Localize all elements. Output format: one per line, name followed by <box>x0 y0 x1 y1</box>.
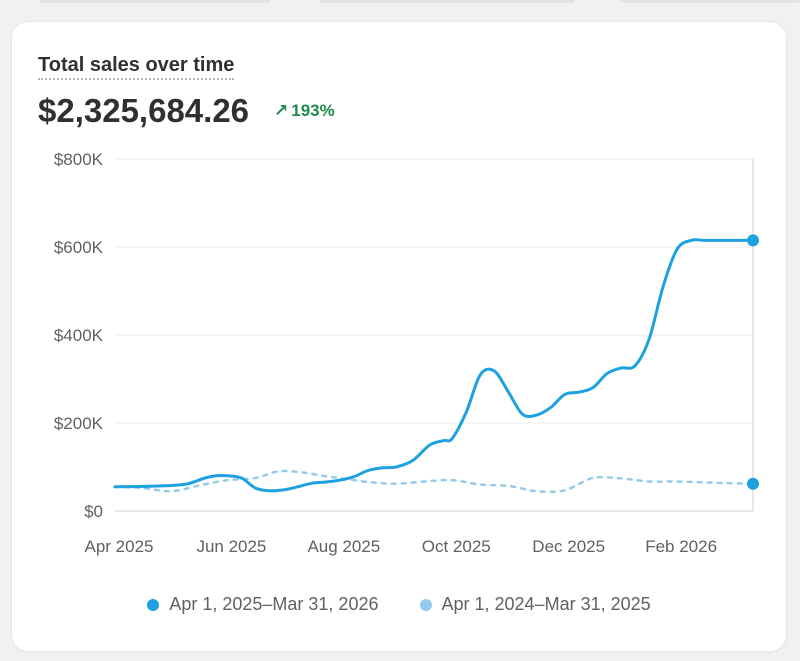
legend-dot-previous <box>419 599 432 611</box>
legend-label-current: Apr 1, 2025–Mar 31, 2026 <box>169 594 379 614</box>
sales-card: Total sales over time $2,325,684.26 ↗ 193… <box>12 22 786 651</box>
y-tick-label: $600K <box>54 238 104 257</box>
legend-label-previous: Apr 1, 2024–Mar 31, 2025 <box>441 594 651 614</box>
y-tick-label: $200K <box>54 414 104 433</box>
top-strip-left <box>40 0 270 3</box>
change-percentage-value: 193% <box>291 101 335 120</box>
chart-legend: Apr 1, 2025–Mar 31, 2026 Apr 1, 2024–Mar… <box>12 594 786 615</box>
x-tick-label: Aug 2025 <box>307 537 380 556</box>
x-tick-label: Jun 2025 <box>196 537 266 556</box>
x-tick-label: Apr 2025 <box>85 537 154 556</box>
endpoint-marker-current[interactable] <box>747 234 759 247</box>
y-tick-label: $400K <box>54 326 104 345</box>
x-tick-label: Dec 2025 <box>532 537 605 556</box>
total-sales-value: $2,325,684.26 <box>38 92 250 129</box>
y-tick-label: $800K <box>54 150 104 169</box>
legend-item-previous[interactable]: Apr 1, 2024–Mar 31, 2025 <box>419 594 651 615</box>
card-title[interactable]: Total sales over time <box>38 54 235 80</box>
legend-item-current[interactable]: Apr 1, 2025–Mar 31, 2026 <box>147 594 378 615</box>
x-tick-label: Feb 2026 <box>645 537 717 556</box>
legend-dot-current <box>147 599 160 611</box>
sales-line-chart[interactable]: $0 $200K $400K $600K $800K Apr 2025 Jun 2025 A… <box>12 22 786 651</box>
top-strip-middle <box>320 0 575 3</box>
top-strip-right <box>620 0 800 3</box>
x-tick-label: Oct 2025 <box>422 537 491 556</box>
arrow-up-right-icon: ↗ <box>274 101 289 120</box>
y-tick-label: $0 <box>84 502 103 521</box>
series-line-current[interactable] <box>113 238 755 493</box>
series-line-previous[interactable] <box>113 469 755 494</box>
change-percentage: ↗ 193% <box>274 101 335 121</box>
endpoint-marker-previous[interactable] <box>747 477 759 490</box>
